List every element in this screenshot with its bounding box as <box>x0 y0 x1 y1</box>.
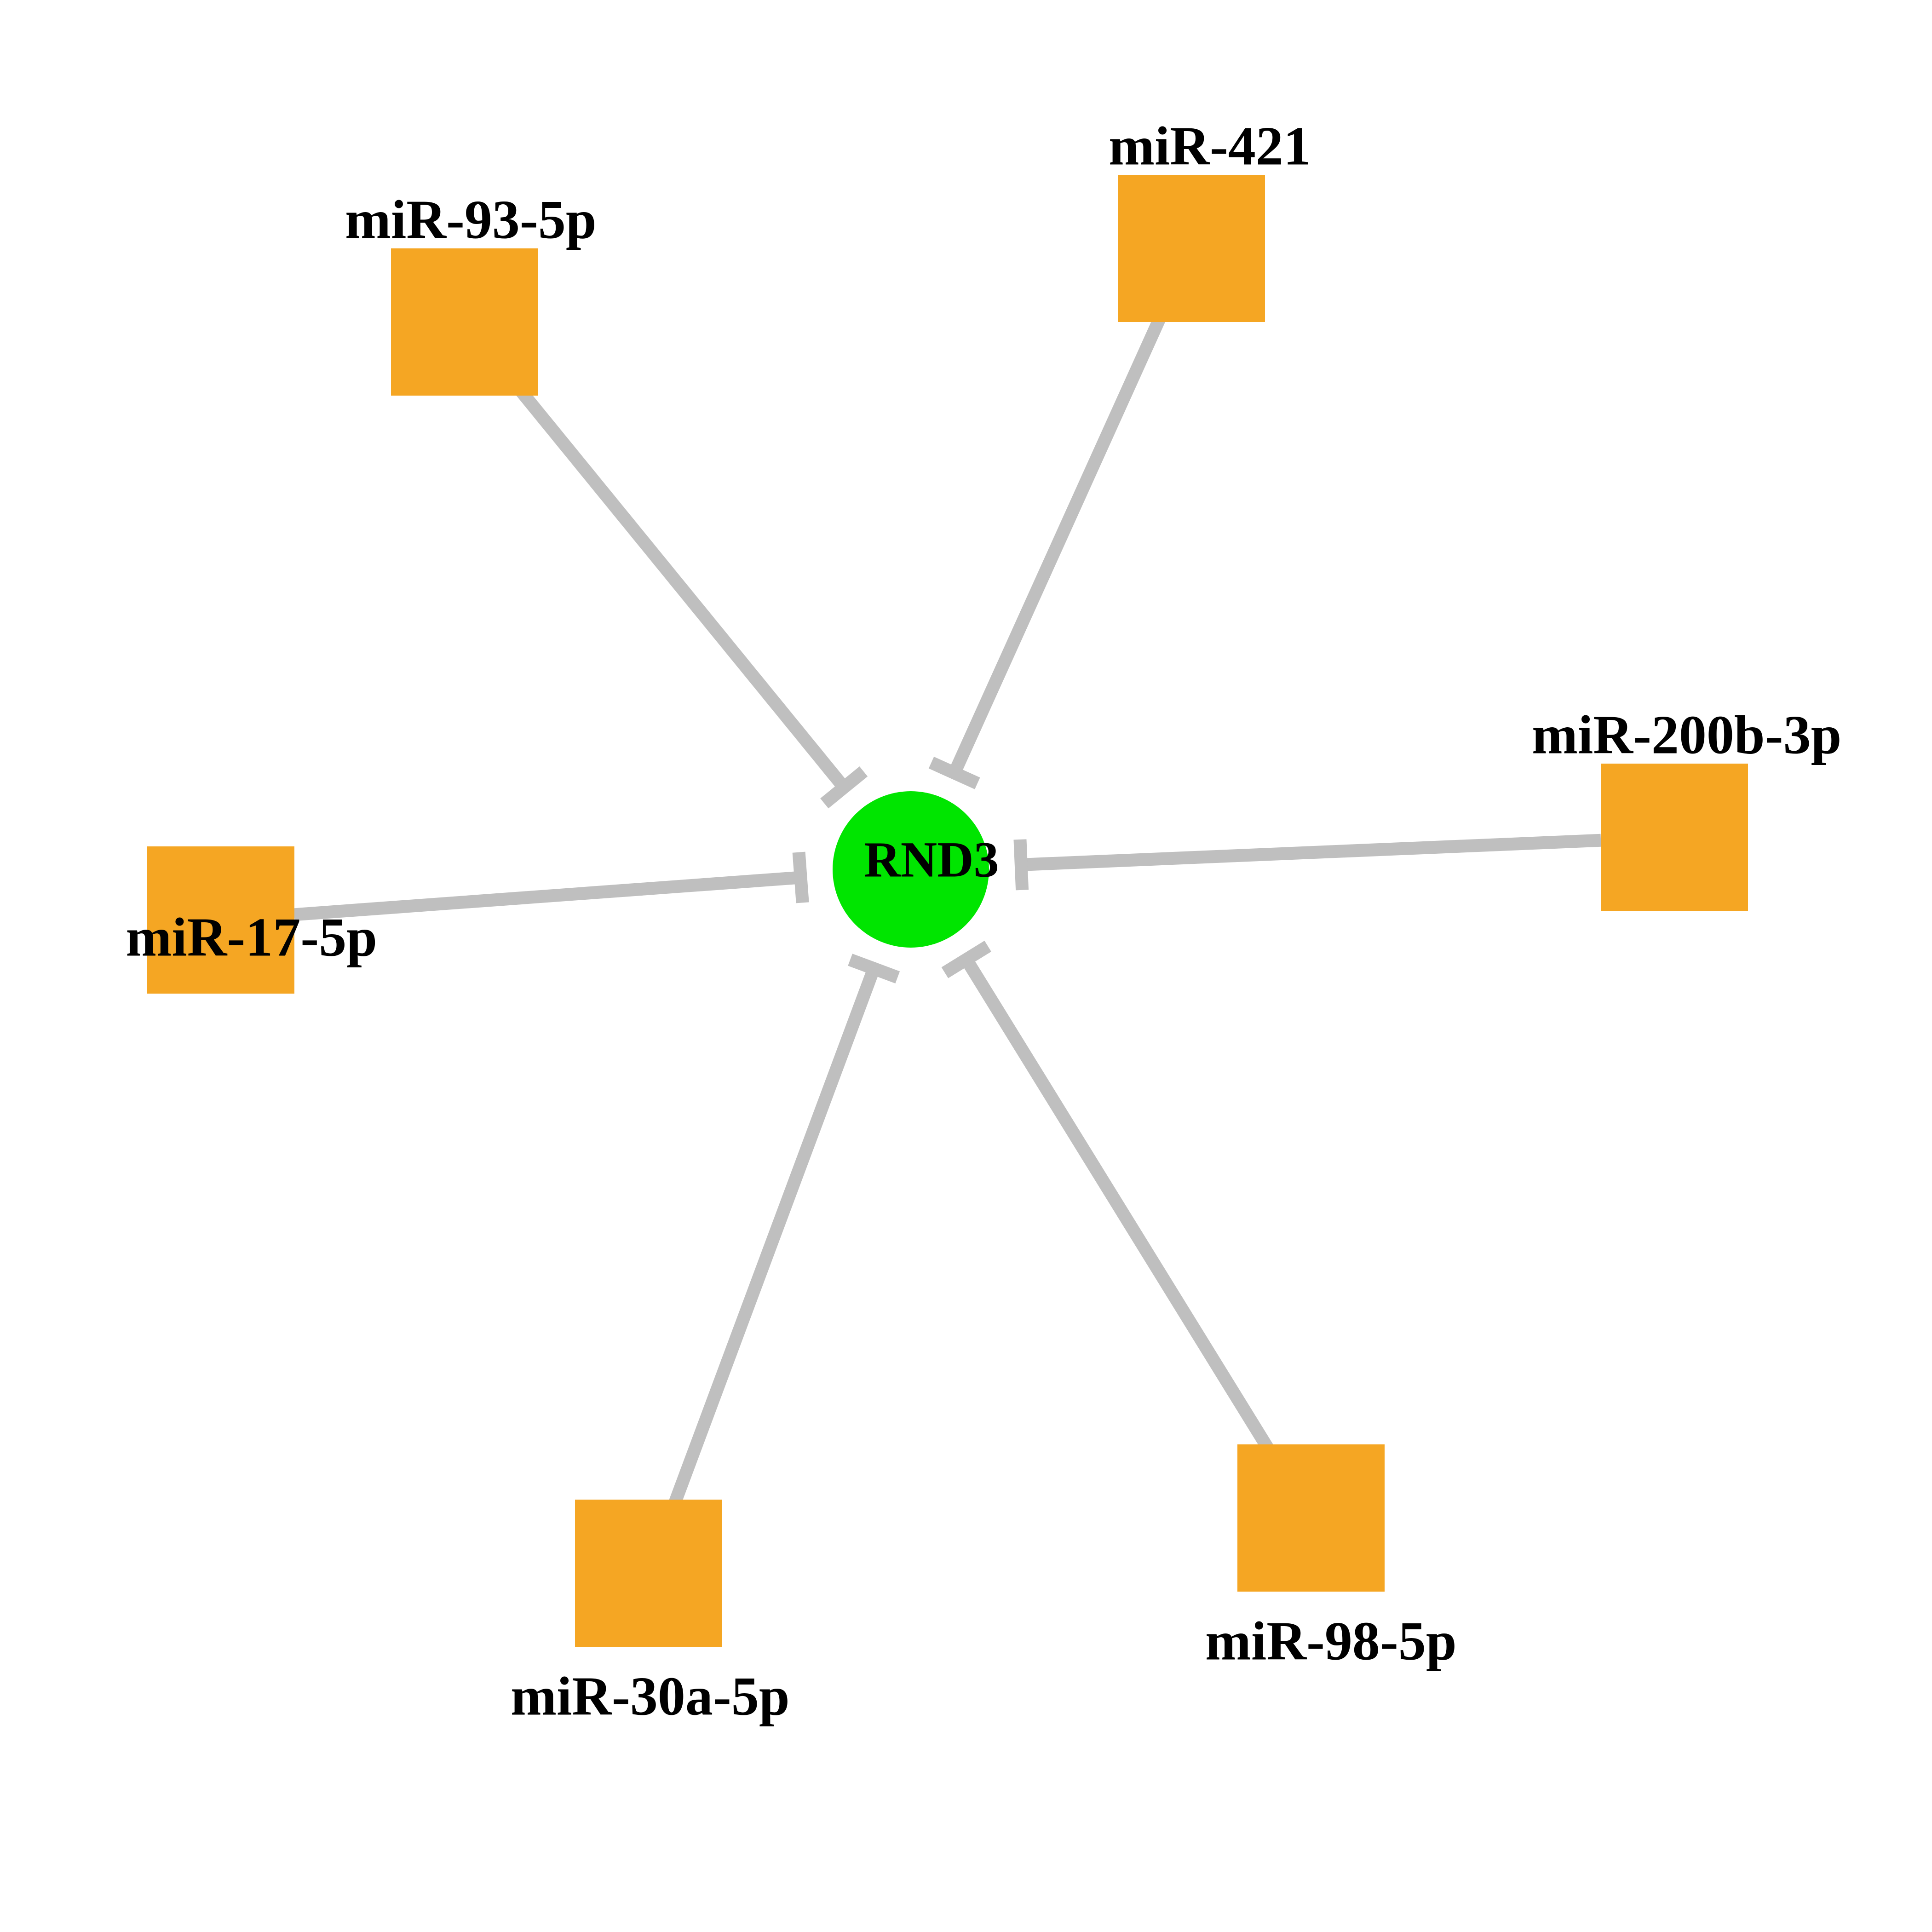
mirna-node <box>1601 764 1748 911</box>
mirna-node <box>1118 175 1265 322</box>
center-node-label: RND3 <box>864 831 999 887</box>
inhibition-edge <box>966 960 1272 1455</box>
mirna-label: miR-200b-3p <box>1532 704 1841 765</box>
inhibition-edge <box>505 372 844 788</box>
mirna-node <box>1237 1444 1385 1592</box>
mirna-node <box>391 248 538 396</box>
inhibition-edge <box>954 311 1163 773</box>
inhibition-bar <box>850 960 897 977</box>
mirna-node <box>575 1500 722 1647</box>
network-diagram: RND3 miR-93-5p miR-421 miR-200b-3p miR-98-5p… <box>0 0 1932 1932</box>
mirna-label: miR-421 <box>1109 115 1311 177</box>
inhibition-bar <box>1020 840 1022 890</box>
inhibition-bar <box>799 852 803 903</box>
inhibition-edge <box>674 969 874 1505</box>
mirna-label: miR-93-5p <box>345 189 597 250</box>
mirna-label: miR-30a-5p <box>511 1666 790 1727</box>
mirna-label: miR-17-5p <box>126 907 377 968</box>
inhibition-edge <box>1021 840 1601 865</box>
mirna-label: miR-98-5p <box>1205 1610 1457 1672</box>
